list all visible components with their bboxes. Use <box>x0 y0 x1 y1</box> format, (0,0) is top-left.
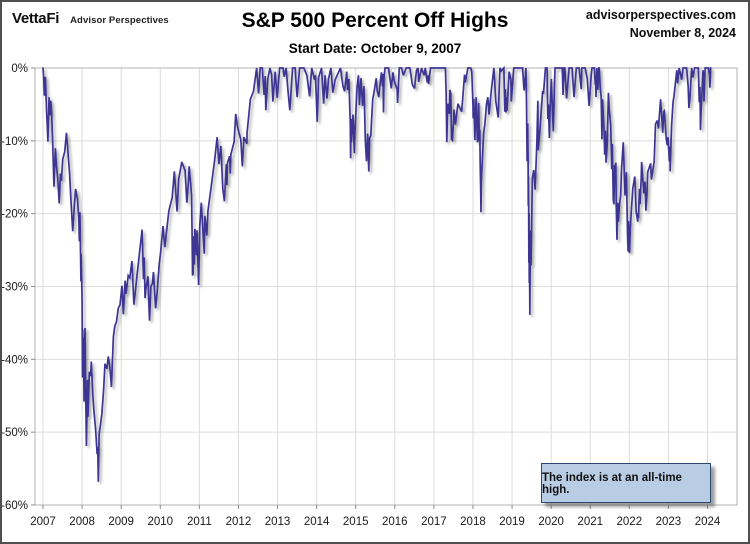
svg-text:0%: 0% <box>11 63 28 75</box>
svg-text:2021: 2021 <box>577 516 603 528</box>
x-axis-labels: 2007 2008 2009 2010 2011 2012 2013 2014 2015 2016… <box>30 516 721 528</box>
svg-text:-20%: -20% <box>1 209 28 221</box>
svg-text:-50%: -50% <box>1 427 28 439</box>
svg-text:2023: 2023 <box>656 516 682 528</box>
svg-text:2017: 2017 <box>421 516 447 528</box>
vettafi-brand-text: VettaFi <box>12 10 60 27</box>
vettafi-tagline-text: Advisor Perspectives <box>70 15 169 26</box>
svg-text:2020: 2020 <box>538 516 564 528</box>
svg-text:2022: 2022 <box>617 516 643 528</box>
svg-text:-60%: -60% <box>1 500 28 512</box>
svg-text:2012: 2012 <box>226 516 252 528</box>
source-attribution: advisorperspectives.com November 8, 2024 <box>586 7 736 42</box>
svg-text:2018: 2018 <box>460 516 486 528</box>
svg-text:2008: 2008 <box>69 516 95 528</box>
vettafi-logo: VettaFi Advisor Perspectives <box>12 10 169 28</box>
annotation-text: The index is at an all-time high. <box>542 472 682 496</box>
svg-text:2024: 2024 <box>695 516 721 528</box>
svg-text:2010: 2010 <box>147 516 173 528</box>
chart-gridlines <box>35 67 737 506</box>
page-title: S&P 500 Percent Off Highs <box>241 9 509 32</box>
svg-text:-10%: -10% <box>1 136 28 148</box>
svg-text:2016: 2016 <box>382 516 408 528</box>
svg-text:2007: 2007 <box>30 516 56 528</box>
y-axis-labels: 0% -10% -20% -30% -40% -50% -60% <box>1 63 28 512</box>
annotation-box: The index is at an all-time high. <box>541 463 711 503</box>
svg-text:2013: 2013 <box>265 516 291 528</box>
svg-text:-40%: -40% <box>1 354 28 366</box>
axis-ticks <box>31 67 708 509</box>
svg-text:2009: 2009 <box>108 516 134 528</box>
svg-text:2015: 2015 <box>343 516 369 528</box>
svg-text:2014: 2014 <box>304 516 330 528</box>
svg-text:-30%: -30% <box>1 282 28 294</box>
source-site: advisorperspectives.com <box>585 8 736 22</box>
svg-text:2011: 2011 <box>187 516 212 528</box>
source-date: November 8, 2024 <box>629 25 736 40</box>
svg-text:2019: 2019 <box>499 516 525 528</box>
page-subtitle: Start Date: October 9, 2007 <box>288 41 462 56</box>
drawdown-line <box>42 65 712 482</box>
